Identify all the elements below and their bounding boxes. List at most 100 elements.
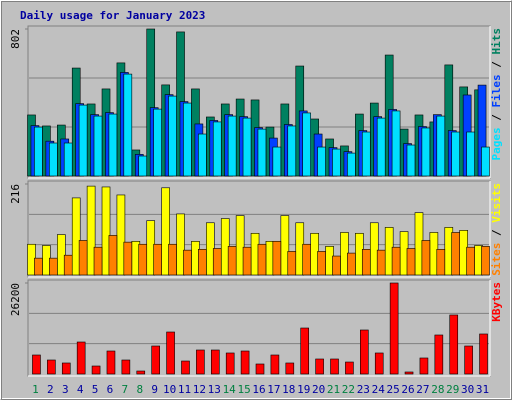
y-tick-label: 216 <box>9 184 22 204</box>
legend-entry: Files <box>490 68 503 108</box>
bar <box>451 131 460 177</box>
bar <box>93 246 103 276</box>
bar <box>255 363 265 375</box>
x-tick-label: 28 <box>431 383 444 396</box>
bar <box>272 240 282 276</box>
bar <box>436 249 446 276</box>
bar <box>34 126 43 177</box>
bar <box>198 249 207 276</box>
bar <box>481 146 490 177</box>
bar <box>183 249 192 276</box>
bar <box>361 249 371 276</box>
bar <box>138 243 148 276</box>
x-tick-label: 31 <box>476 383 489 396</box>
bar <box>345 361 354 375</box>
legend-separator: / <box>490 108 503 121</box>
bar <box>374 352 384 375</box>
bar <box>136 370 146 375</box>
x-tick-label: 7 <box>122 383 129 396</box>
legend-entry: Hits <box>490 28 503 55</box>
bar <box>332 148 341 177</box>
bar <box>272 146 282 177</box>
bar <box>121 359 131 375</box>
bar <box>481 246 490 276</box>
bar <box>153 108 162 177</box>
bar <box>317 146 326 177</box>
bar <box>227 246 237 276</box>
bar <box>449 314 459 375</box>
bar <box>389 282 399 375</box>
x-tick-label: 26 <box>401 383 414 396</box>
bar <box>404 371 414 375</box>
x-tick-label: 24 <box>372 383 386 396</box>
bar <box>361 131 371 177</box>
bar <box>49 142 58 177</box>
x-tick-label: 16 <box>252 383 265 396</box>
bar <box>287 251 297 276</box>
bar <box>123 73 133 177</box>
bar <box>376 249 386 276</box>
x-tick-label: 1 <box>32 383 39 396</box>
x-tick-label: 29 <box>446 383 459 396</box>
bar <box>406 248 416 276</box>
bar <box>421 240 431 276</box>
legend-separator: / <box>490 55 503 68</box>
bar <box>369 222 379 276</box>
bar <box>49 257 58 276</box>
bar <box>466 131 475 177</box>
x-tick-label: 17 <box>267 383 280 396</box>
bar <box>86 185 96 276</box>
x-tick-label: 6 <box>107 383 114 396</box>
bar <box>257 243 267 276</box>
y-tick-label: 26200 <box>9 283 22 316</box>
bar <box>108 113 118 177</box>
bar <box>419 357 429 375</box>
bar <box>116 194 126 276</box>
bar <box>270 354 280 375</box>
bar <box>235 215 245 276</box>
bar <box>168 95 177 177</box>
x-tick-label: 4 <box>77 383 84 396</box>
bar <box>78 240 88 276</box>
bar <box>225 352 235 375</box>
bar <box>63 142 73 177</box>
bar <box>63 254 73 276</box>
bar <box>212 248 222 276</box>
bar <box>464 345 473 375</box>
bar <box>32 354 41 375</box>
plot-area <box>27 279 491 377</box>
chart-title: Daily usage for January 2023 <box>20 9 205 22</box>
bar <box>479 333 488 375</box>
legend-entry: KBytes <box>490 282 503 322</box>
bar <box>360 329 369 375</box>
bar <box>330 358 339 375</box>
bar <box>57 234 66 276</box>
bar <box>347 152 356 177</box>
legend-entry: Sites <box>490 236 503 276</box>
bar <box>391 246 401 276</box>
bar <box>406 144 416 177</box>
bar <box>161 187 170 276</box>
x-tick-label: 30 <box>461 383 474 396</box>
bar <box>93 115 103 177</box>
x-tick-label: 13 <box>208 383 221 396</box>
bar <box>181 360 190 375</box>
bar <box>108 235 118 276</box>
bar <box>302 243 311 276</box>
x-tick-label: 20 <box>312 383 325 396</box>
bar <box>78 104 88 177</box>
legend: Sites / Visits <box>490 183 503 276</box>
bar <box>317 251 326 276</box>
x-tick-label: 18 <box>282 383 295 396</box>
x-tick-label: 23 <box>357 383 370 396</box>
bar <box>106 350 116 375</box>
legend: KBytes <box>490 282 503 322</box>
bar <box>315 358 324 375</box>
bar <box>434 334 444 375</box>
bar <box>227 115 237 177</box>
bar <box>242 246 252 276</box>
bar <box>376 117 386 177</box>
bar <box>302 112 311 177</box>
